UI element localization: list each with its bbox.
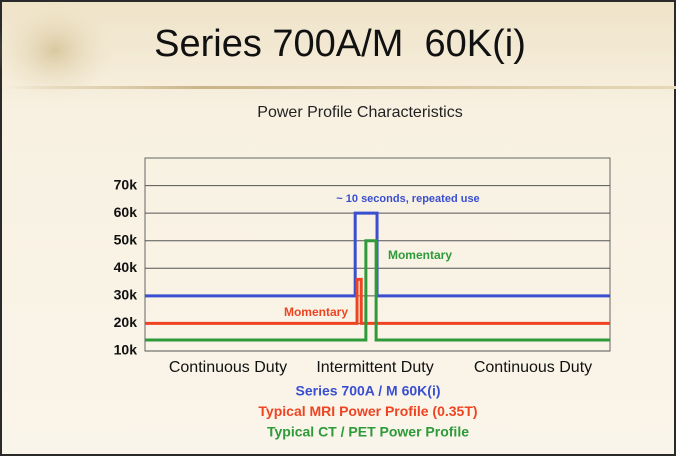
y-tick-label: 50k (114, 231, 138, 247)
y-tick-label: 60k (114, 204, 138, 220)
region-label: Intermittent Duty (316, 359, 433, 376)
y-tick-label: 10k (114, 342, 138, 358)
slide: Series 700A/M 60K(i) Power Profile Chara… (0, 0, 676, 456)
region-label: Continuous Duty (169, 359, 287, 376)
y-tick-label: 70k (114, 176, 138, 192)
legend-entry: Typical MRI Power Profile (0.35T) (258, 403, 477, 419)
y-tick-label: 20k (114, 314, 138, 330)
legend-entry: Typical CT / PET Power Profile (267, 424, 469, 440)
annotation: Momentary (388, 248, 452, 262)
annotation: ~ 10 seconds, repeated use (336, 193, 479, 205)
page: {"chart_data": {"type": "line", "title":… (0, 0, 676, 456)
chart-subtitle: Power Profile Characteristics (257, 104, 462, 121)
annotation: Momentary (284, 305, 348, 319)
decoration (0, 0, 115, 100)
legend-entry: Series 700A / M 60K(i) (296, 383, 441, 399)
region-label: Continuous Duty (474, 359, 592, 376)
title-rule (0, 86, 676, 89)
y-tick-label: 30k (114, 287, 138, 303)
y-tick-label: 40k (114, 259, 138, 275)
slide-title: Series 700A/M 60K(i) (154, 23, 526, 65)
